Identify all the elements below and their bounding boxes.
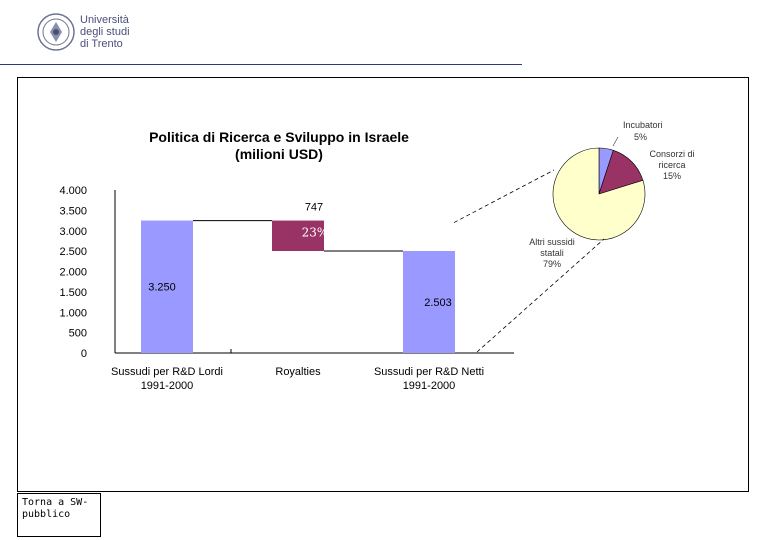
pie-leader-line (612, 136, 619, 147)
bar-royalties (272, 220, 324, 252)
y-tick-label: 500 (69, 328, 87, 340)
zoom-connector (453, 169, 555, 223)
data-label: 2.503 (424, 297, 452, 309)
logo-line: Università (80, 14, 129, 26)
pie-label-name: Altri sussidi (529, 237, 575, 247)
pie-label-name: Consorzi di (649, 149, 694, 159)
royalties-share-label: 23% (302, 226, 329, 240)
x-category-label: Sussudi per R&D Netti (374, 366, 484, 378)
bar-sussudi-netti (403, 251, 455, 353)
y-tick-label: 2.000 (59, 267, 87, 279)
logo-line: di Trento (80, 38, 123, 50)
y-tick-label: 0 (81, 348, 87, 360)
y-tick-label: 2.500 (59, 246, 87, 258)
data-label: 747 (305, 202, 323, 214)
x-category-label: 1991-2000 (403, 380, 456, 392)
university-seal-icon (37, 13, 75, 51)
pie-label-name: ricerca (658, 160, 685, 170)
y-tick-label: 4.000 (59, 185, 87, 197)
logo-line: degli studi (80, 26, 130, 38)
y-tick-label: 3.000 (59, 226, 87, 238)
chart-title: Politica di Ricerca e Sviluppo in Israel… (149, 129, 409, 145)
pie-label-value: 79% (543, 259, 561, 269)
pie-label-name: Incubatori (623, 120, 663, 130)
x-category-label: 1991-2000 (141, 380, 194, 392)
y-tick-label: 1.500 (59, 287, 87, 299)
pie-label-name: statali (540, 248, 564, 258)
pie-label-value: 5% (634, 132, 647, 142)
university-name: Università degli studi di Trento (80, 14, 130, 50)
pie-label-value: 15% (663, 171, 681, 181)
chart-title: (milioni USD) (235, 146, 323, 162)
chart-frame (17, 77, 749, 492)
y-tick-label: 1.000 (59, 307, 87, 319)
chart-area: Politica di Ricerca e Sviluppo in Israel… (59, 120, 694, 392)
university-logo: Università degli studi di Trento (36, 12, 136, 54)
x-category-label: Sussudi per R&D Lordi (111, 366, 223, 378)
header-divider (0, 64, 522, 65)
bar-sussudi-lordi (141, 220, 193, 353)
pie-slice (552, 147, 646, 241)
back-to-sw-pubblico-link[interactable]: Torna a SW-pubblico (17, 493, 101, 537)
data-label: 3.250 (148, 282, 176, 294)
x-category-label: Royalties (275, 366, 321, 378)
zoom-connector (476, 238, 605, 353)
y-tick-label: 3.500 (59, 205, 87, 217)
